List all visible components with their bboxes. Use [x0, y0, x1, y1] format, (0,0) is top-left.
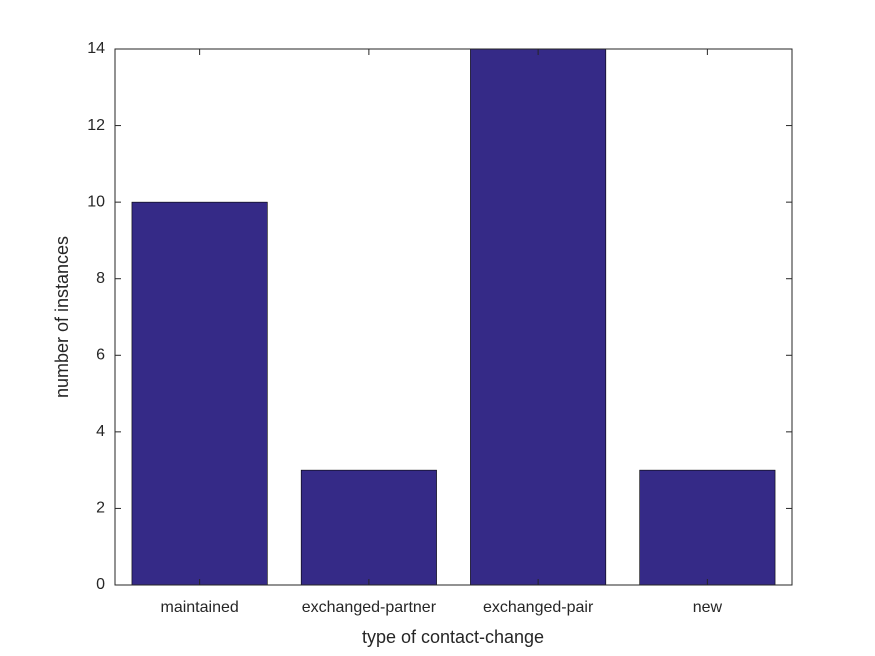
plot-frame [114, 48, 793, 586]
bar [300, 469, 437, 586]
y-tick-label: 0 [96, 576, 105, 593]
x-axis-label: type of contact-change [362, 627, 544, 647]
y-tick-label: 14 [87, 40, 105, 57]
y-tick-label: 8 [96, 270, 105, 287]
x-tick-label: maintained [160, 599, 238, 616]
bar [639, 469, 776, 586]
y-tick-label: 10 [87, 193, 105, 210]
y-tick-label: 12 [87, 117, 105, 134]
x-tick-label: exchanged-pair [483, 599, 594, 616]
y-tick-label: 6 [96, 347, 105, 364]
x-tick-label: exchanged-partner [302, 599, 437, 616]
bar [470, 48, 607, 586]
bar [131, 201, 268, 586]
y-axis-label: number of instances [52, 236, 72, 398]
x-tick-label: new [693, 599, 723, 616]
y-tick-label: 4 [96, 423, 105, 440]
y-tick-label: 2 [96, 500, 105, 517]
